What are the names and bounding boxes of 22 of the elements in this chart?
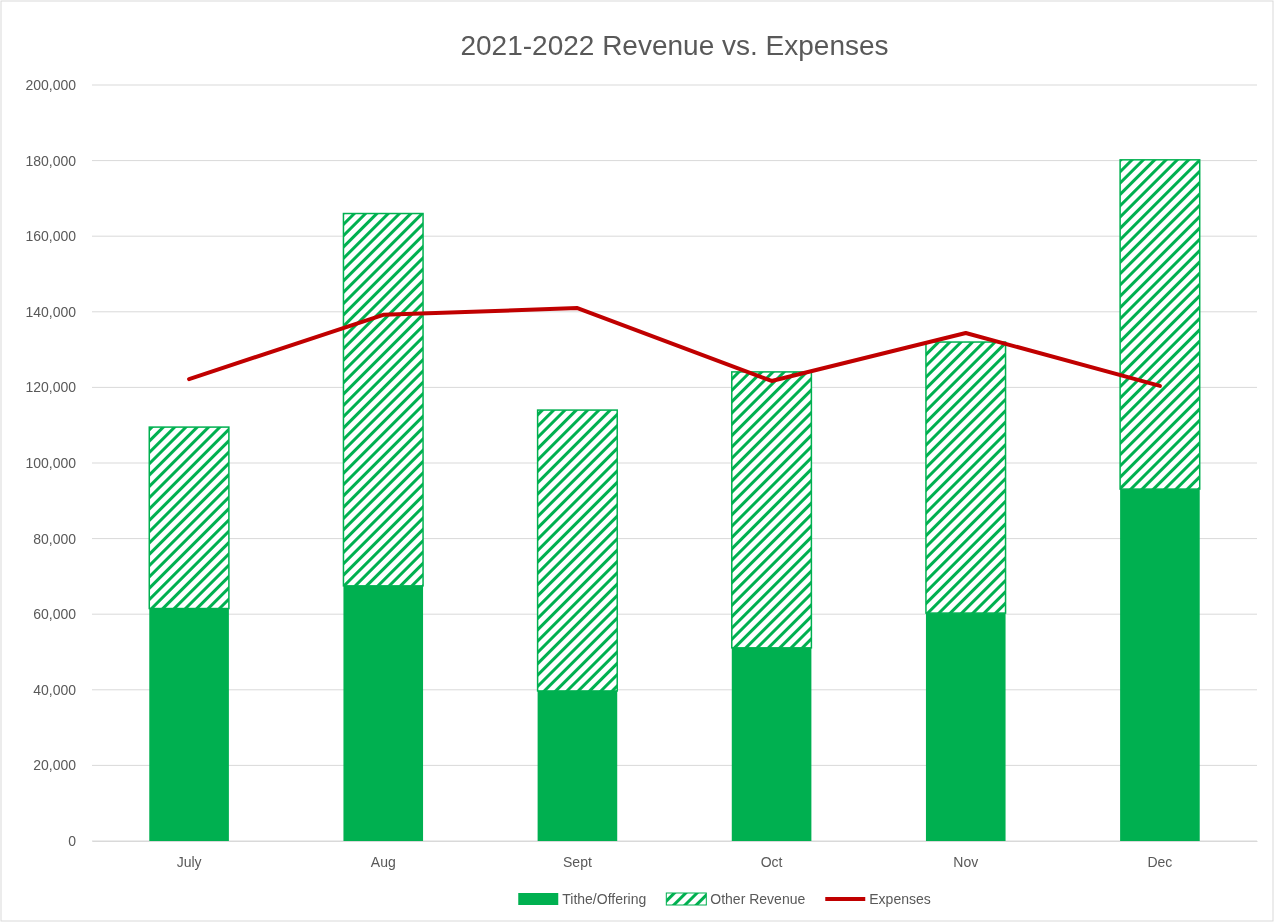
y-tick-label: 80,000 [33,530,77,547]
y-tick-label: 20,000 [33,757,77,774]
legend-label: Expenses [869,891,931,907]
x-tick-label: Sept [563,853,592,870]
x-tick-label: Oct [760,853,783,870]
y-tick-label: 160,000 [25,228,77,245]
legend-label: Tithe/Offering [562,891,647,907]
y-tick-label: 60,000 [33,606,77,623]
y-tick-label: 120,000 [25,379,77,396]
y-tick-label: 100,000 [25,454,77,471]
line-series [187,306,1162,388]
chart-title: 2021-2022 Revenue vs. Expenses [460,30,889,61]
legend-label: Other Revenue [710,891,806,907]
y-tick-label: 40,000 [33,681,77,698]
y-tick-label: 0 [68,832,77,849]
y-tick-label: 180,000 [25,152,77,169]
x-tick-label: Nov [953,853,979,870]
x-tick-label: Aug [370,853,396,870]
y-tick-label: 140,000 [25,303,77,320]
x-tick-label: Dec [1147,853,1173,870]
y-tick-label: 200,000 [25,76,77,93]
x-tick-label: July [176,853,202,870]
